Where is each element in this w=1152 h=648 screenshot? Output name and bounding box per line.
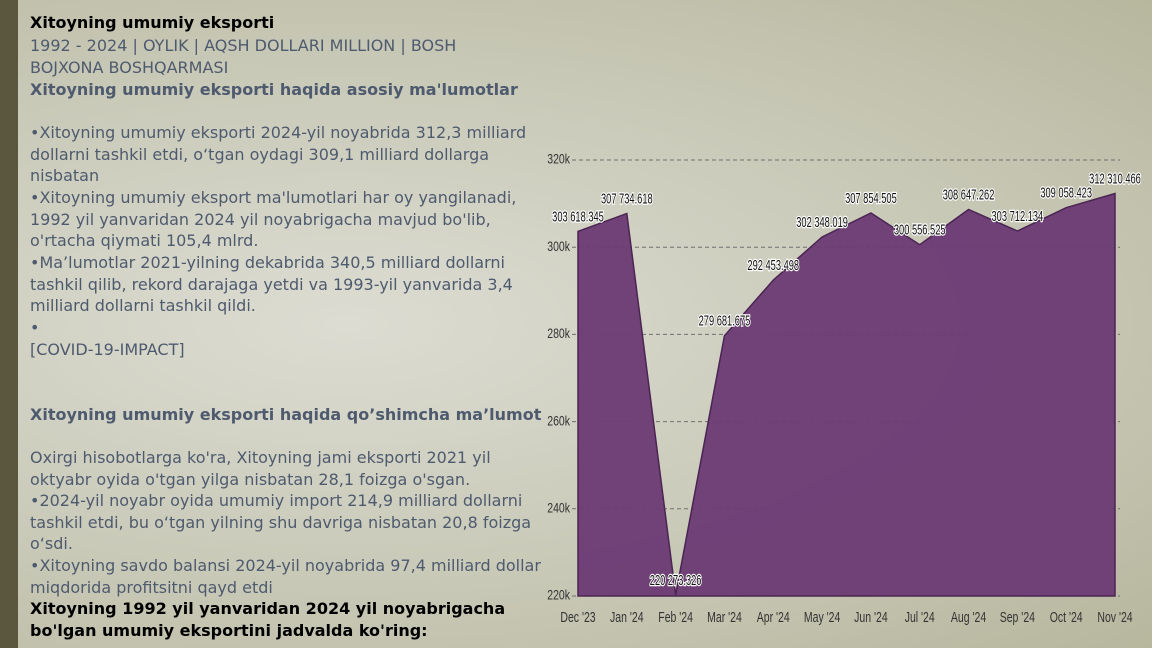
value-label: 303 618.345 <box>552 208 604 225</box>
x-tick-label: Jul '24 <box>905 608 935 625</box>
value-label: 308 647.262 <box>943 186 995 203</box>
point: •Xitoyning umumiy eksporti 2024-yil noya… <box>30 123 527 186</box>
point: •2024-yil noyabr oyida umumiy import 214… <box>30 491 532 554</box>
value-label: 279 681.675 <box>699 313 751 330</box>
point: [COVID-19-IMPACT] <box>30 340 185 359</box>
value-label: 300 556.525 <box>894 222 946 239</box>
y-tick-label: 260k <box>547 413 570 429</box>
point: •Xitoyning umumiy eksport ma'lumotlari h… <box>30 188 517 251</box>
x-tick-label: Jun '24 <box>854 608 888 625</box>
value-label: 303 712.134 <box>992 208 1044 225</box>
value-label: 292 453.498 <box>747 257 799 274</box>
x-tick-label: Sep '24 <box>1000 608 1035 625</box>
footer: Xitoyning 1992 yil yanvaridan 2024 yil n… <box>30 599 506 640</box>
value-label: 307 734.618 <box>601 190 653 207</box>
y-tick-label: 240k <box>547 500 570 516</box>
title: Xitoyning umumiy eksporti <box>30 13 275 32</box>
value-label: 302 348.019 <box>796 214 848 231</box>
heading: Xitoyning umumiy eksporti haqida qo’shim… <box>30 405 542 424</box>
point: Oxirgi hisobotlarga ko'ra, Xitoyning jam… <box>30 448 491 489</box>
x-tick-label: Dec '23 <box>560 608 595 625</box>
x-tick-label: Apr '24 <box>757 608 790 625</box>
x-tick-label: May '24 <box>804 608 840 625</box>
value-label: 312 310.466 <box>1089 170 1141 187</box>
x-tick-label: Feb '24 <box>658 608 693 625</box>
x-tick-label: Aug '24 <box>951 608 986 625</box>
point: •Ma’lumotlar 2021-yilning dekabrida 340,… <box>30 253 513 316</box>
area <box>577 192 1116 597</box>
y-tick-label: 320k <box>547 151 570 167</box>
x-tick-label: Nov '24 <box>1097 608 1132 625</box>
x-tick-label: Oct '24 <box>1050 608 1083 625</box>
point: •Xitoyning savdo balansi 2024-yil noyabr… <box>30 556 541 597</box>
y-tick-label: 300k <box>547 238 570 254</box>
value-label: 307 854.505 <box>845 190 897 207</box>
side-stripe <box>0 0 18 648</box>
heading: Xitoyning umumiy eksporti haqida asosiy … <box>30 80 518 99</box>
value-label: 309 058.423 <box>1040 184 1092 201</box>
subtitle: 1992 - 2024 | OYLIK | AQSH DOLLARI MILLI… <box>30 36 457 77</box>
x-tick-label: Mar '24 <box>707 608 742 625</box>
point: • <box>30 318 40 337</box>
y-tick-label: 220k <box>547 587 570 603</box>
value-label: 220 273.326 <box>650 572 702 589</box>
y-tick-label: 280k <box>547 326 570 342</box>
x-tick-label: Jan '24 <box>610 608 644 625</box>
